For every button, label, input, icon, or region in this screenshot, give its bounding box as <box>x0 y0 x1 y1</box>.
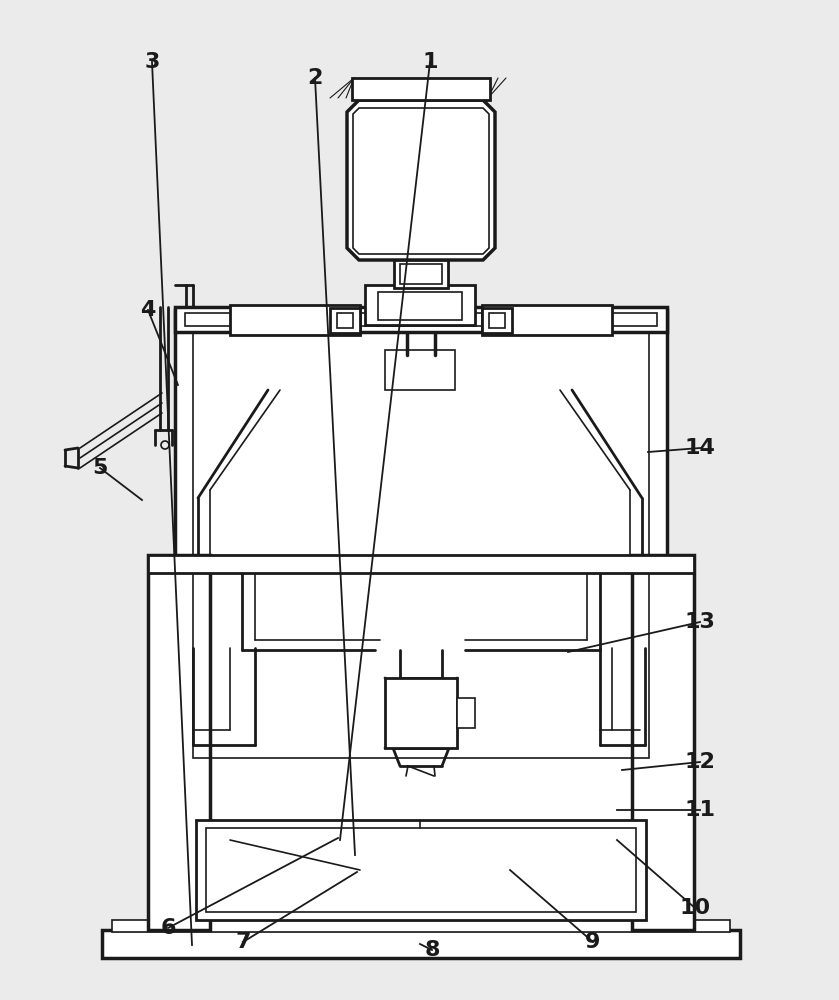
Bar <box>489 313 505 328</box>
Bar <box>148 555 694 573</box>
Bar <box>148 555 210 930</box>
Text: 10: 10 <box>680 898 711 918</box>
Bar <box>482 308 512 333</box>
Bar <box>185 313 657 326</box>
Text: 7: 7 <box>235 932 251 952</box>
Bar <box>175 307 667 332</box>
Bar <box>365 285 475 325</box>
Bar <box>196 820 646 920</box>
Text: 4: 4 <box>140 300 156 320</box>
Bar <box>337 313 353 328</box>
Bar <box>394 260 448 288</box>
Bar <box>385 678 457 748</box>
Bar <box>400 264 442 284</box>
Text: 6: 6 <box>160 918 175 938</box>
Bar <box>102 930 740 958</box>
Text: 13: 13 <box>685 612 716 632</box>
Bar <box>632 555 694 930</box>
Bar <box>112 920 730 932</box>
Bar <box>193 328 649 758</box>
Text: 9: 9 <box>586 932 601 952</box>
Text: 12: 12 <box>685 752 716 772</box>
Bar <box>230 305 360 335</box>
Bar <box>206 828 636 912</box>
Polygon shape <box>347 100 495 260</box>
Text: 11: 11 <box>685 800 716 820</box>
Text: 3: 3 <box>144 52 159 72</box>
Text: 14: 14 <box>685 438 716 458</box>
Bar <box>175 310 667 825</box>
Bar <box>457 698 475 728</box>
Text: 1: 1 <box>422 52 438 72</box>
Bar <box>482 305 612 335</box>
Text: 2: 2 <box>307 68 323 88</box>
Bar <box>330 308 360 333</box>
Bar <box>385 350 455 390</box>
Text: 5: 5 <box>92 458 107 478</box>
Bar <box>378 292 462 320</box>
Text: 8: 8 <box>425 940 440 960</box>
Bar <box>352 78 490 100</box>
